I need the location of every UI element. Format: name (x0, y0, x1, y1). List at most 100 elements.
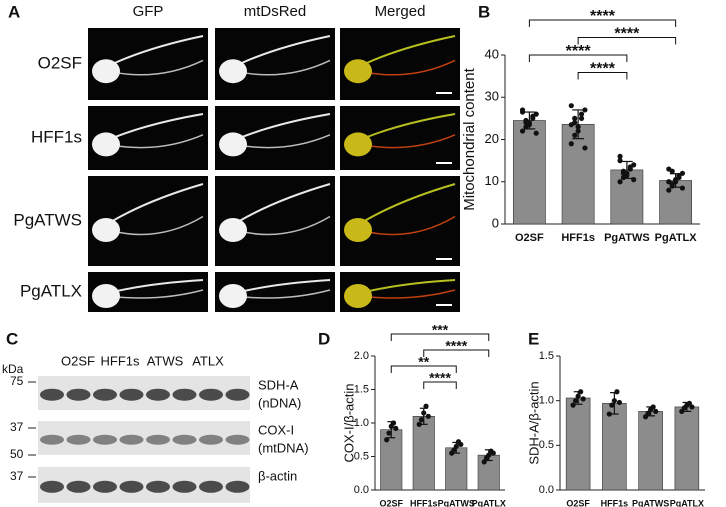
significance-bracket (577, 37, 677, 45)
x-tick-label: PgATWS (438, 498, 475, 507)
band-label: SDH-A (258, 377, 299, 392)
data-point (416, 421, 422, 427)
row-label: HFF1s (31, 127, 82, 146)
band (93, 434, 117, 445)
band (119, 434, 144, 445)
band (172, 480, 197, 493)
data-point (617, 179, 623, 185)
soma (219, 284, 247, 308)
significance-label: *** (432, 322, 449, 338)
band (40, 388, 64, 401)
band (66, 480, 91, 493)
data-point (523, 120, 529, 126)
x-tick-label: PgATLX (472, 498, 506, 507)
band (225, 480, 250, 493)
soma (92, 284, 120, 308)
band (146, 434, 170, 445)
bar (445, 447, 468, 491)
data-point (568, 122, 574, 128)
data-point (458, 441, 464, 448)
band-label: (nDNA) (258, 395, 301, 410)
marker-label: 37 (10, 420, 24, 434)
marker-label: 75 (10, 374, 24, 388)
bar (380, 429, 403, 491)
band (119, 480, 144, 493)
x-tick-label: HFF1s (601, 498, 629, 507)
column-header: Merged (375, 3, 426, 20)
significance-bracket (577, 72, 628, 80)
band (66, 434, 91, 445)
data-point (425, 413, 431, 419)
band (225, 388, 250, 401)
x-tick-label: O2SF (379, 498, 403, 507)
soma (219, 218, 247, 242)
bar (412, 415, 435, 491)
band-label: COX-I (258, 422, 294, 437)
panel-label: D (318, 329, 330, 348)
band (119, 388, 144, 401)
data-point (627, 164, 633, 170)
row-label: PgATWS (13, 210, 82, 229)
panel-label: B (478, 2, 490, 21)
y-tick-label: 0.0 (354, 484, 369, 496)
x-tick-label: PgATLX (655, 232, 698, 244)
data-point (519, 109, 526, 115)
y-tick-label: 10 (485, 173, 499, 188)
significance-label: **** (429, 370, 451, 386)
data-point (582, 145, 588, 151)
marker-label: 37 (10, 469, 24, 483)
soma (344, 59, 372, 84)
significance-bracket (528, 19, 677, 27)
significance-label: ** (418, 354, 429, 370)
lane-label: HFF1s (101, 353, 141, 368)
y-tick-label: 0.5 (354, 450, 369, 462)
band (172, 388, 197, 401)
soma (344, 132, 372, 157)
significance-label: **** (445, 338, 467, 354)
bar (512, 120, 546, 225)
data-point (578, 115, 585, 121)
lane-label: ATWS (147, 353, 184, 368)
x-tick-label: HFF1s (561, 232, 595, 244)
soma (92, 59, 120, 84)
column-header: mtDsRed (244, 3, 307, 20)
panel-label: C (6, 329, 18, 348)
y-tick-label: 1.0 (539, 395, 554, 407)
bar (674, 406, 700, 491)
band (146, 480, 170, 493)
soma (344, 284, 372, 308)
row-label: O2SF (38, 53, 82, 72)
data-point (572, 398, 579, 404)
data-point (568, 141, 574, 147)
band (172, 434, 197, 445)
y-tick-label: 1.5 (354, 383, 369, 395)
data-point (689, 404, 695, 410)
band (40, 480, 64, 493)
band (225, 434, 250, 445)
data-point (570, 402, 576, 408)
x-tick-label: HFF1s (410, 498, 438, 507)
marker-label: 50 (10, 447, 24, 461)
band (199, 388, 223, 401)
x-tick-label: O2SF (515, 232, 544, 244)
panel-label: A (8, 2, 20, 21)
band (93, 388, 117, 401)
soma (344, 218, 372, 242)
data-point (418, 417, 425, 423)
band-label: β-actin (258, 468, 297, 483)
data-point (653, 408, 659, 414)
data-point (386, 430, 392, 436)
data-point (572, 132, 578, 138)
bar (602, 403, 627, 491)
data-point (533, 130, 539, 136)
band (66, 388, 91, 401)
data-point (423, 403, 429, 409)
y-tick-label: 1.5 (539, 350, 554, 362)
soma (219, 59, 247, 84)
soma (219, 132, 247, 157)
band-label: (mtDNA) (258, 440, 309, 455)
significance-bracket (528, 54, 628, 62)
significance-bracket (423, 381, 457, 389)
band (199, 434, 223, 445)
